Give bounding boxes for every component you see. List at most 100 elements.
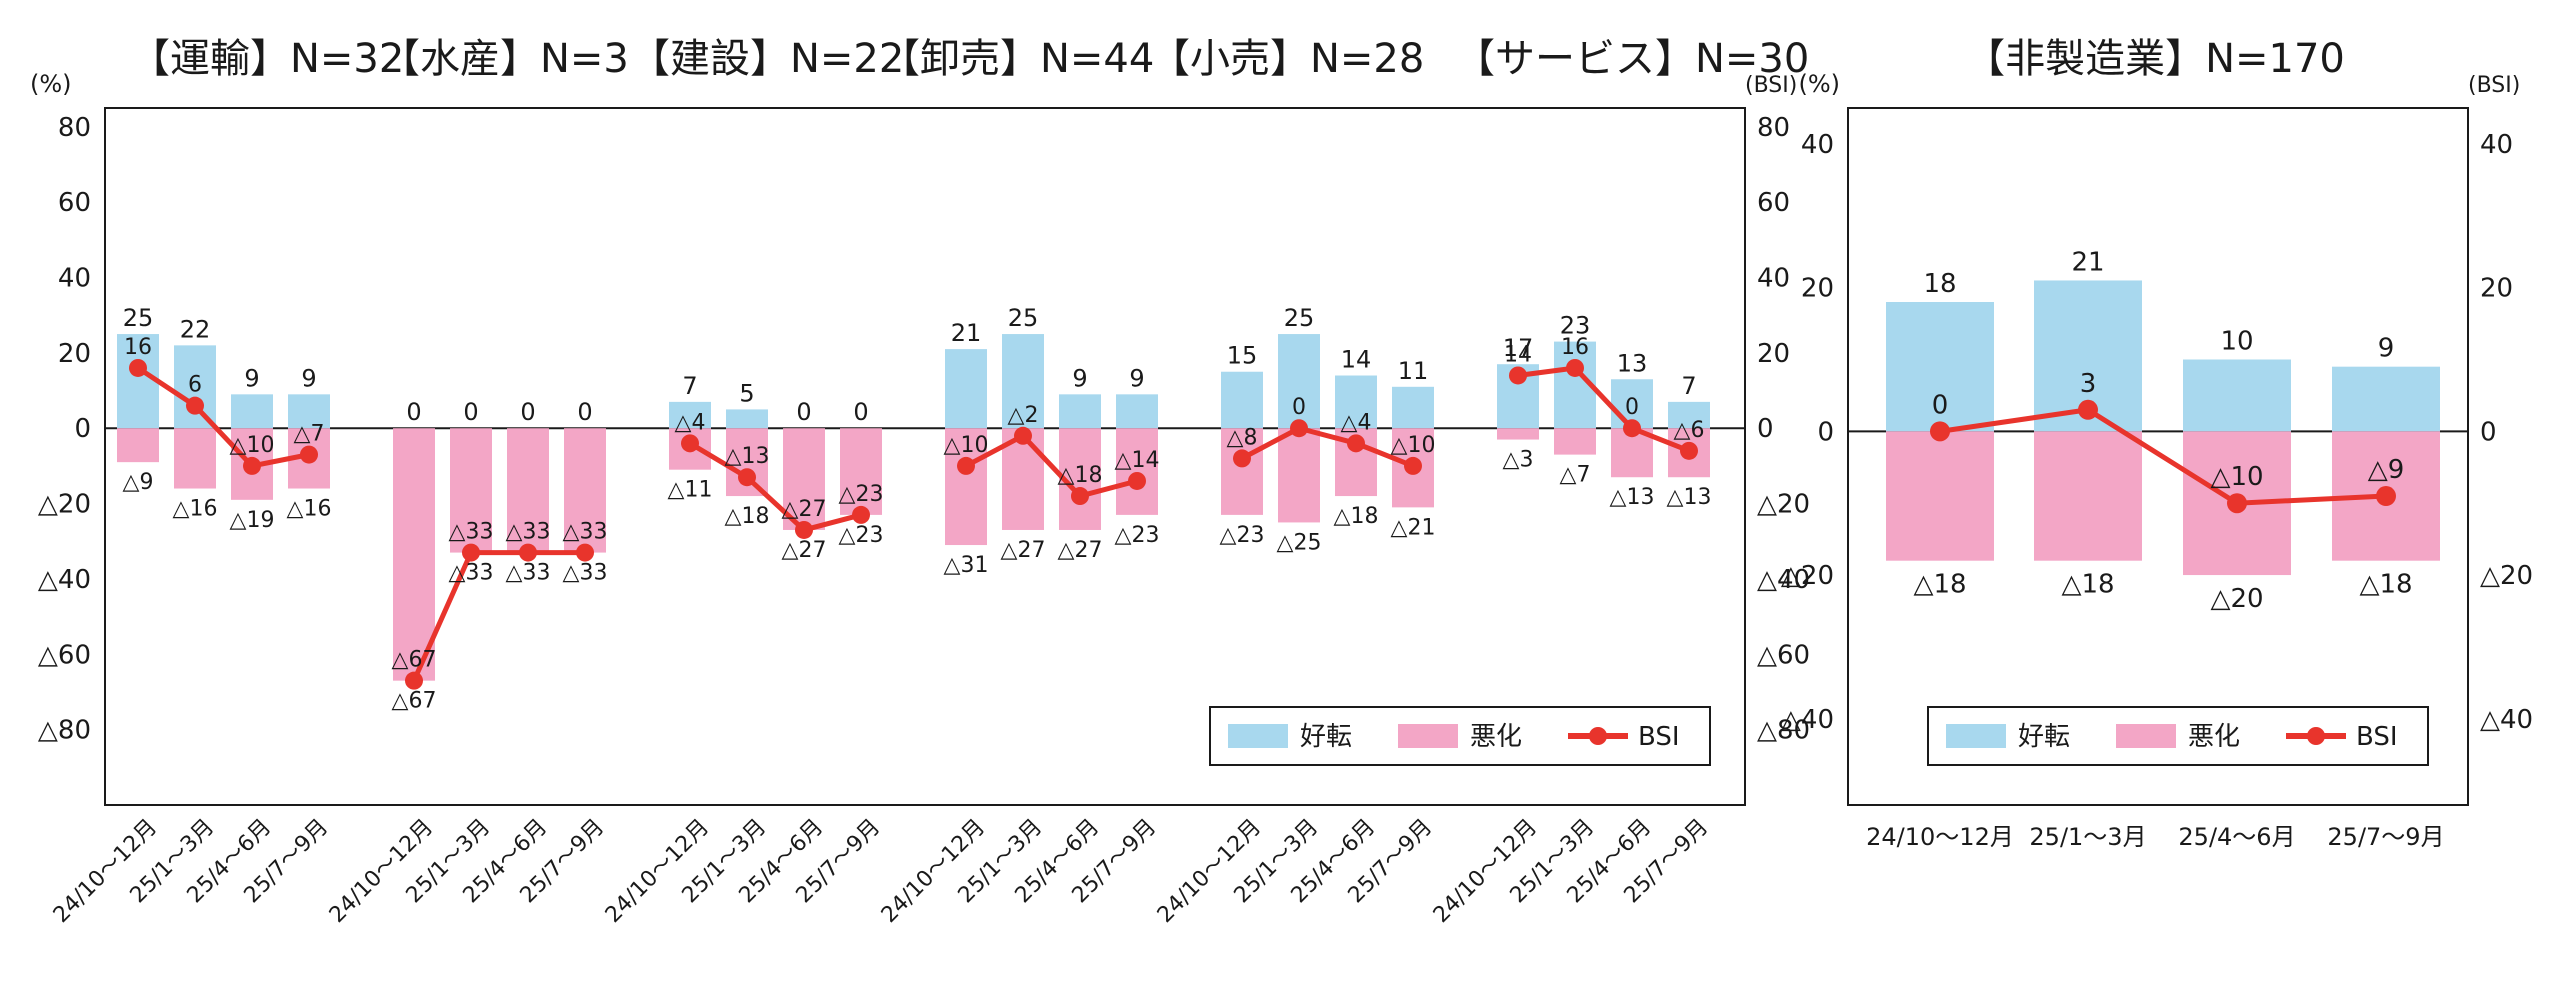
right-good-bar bbox=[2332, 366, 2440, 432]
right-category-label: 25/1～3月 bbox=[2029, 823, 2146, 851]
group-header: 【小売】N=28 bbox=[1150, 36, 1424, 82]
left-y-tick-label: 80 bbox=[58, 113, 91, 143]
bsi-marker bbox=[1404, 456, 1422, 475]
bad-value-label: △13 bbox=[1610, 485, 1655, 510]
left-legend-bsi-label: BSI bbox=[1638, 722, 1680, 752]
left-y2-tick-label: △40 bbox=[1757, 565, 1810, 595]
left-y2-tick-label: 60 bbox=[1757, 188, 1790, 218]
bsi-marker bbox=[1347, 434, 1365, 453]
bsi-value-label: △33 bbox=[449, 520, 494, 545]
group-header: 【建設】N=22 bbox=[630, 36, 904, 82]
bad-value-label: △33 bbox=[563, 561, 608, 586]
right-bad-value-label: △18 bbox=[2061, 570, 2114, 600]
good-value-label: 25 bbox=[1284, 304, 1315, 332]
left-y2-tick-label: △20 bbox=[1757, 490, 1810, 520]
right-legend-bad-swatch bbox=[2116, 724, 2176, 748]
bad-value-label: △3 bbox=[1503, 448, 1534, 473]
bsi-value-label: 6 bbox=[188, 373, 202, 398]
bsi-value-label: △18 bbox=[1058, 463, 1103, 488]
left-y2-tick-label: 80 bbox=[1757, 113, 1790, 143]
bsi-value-label: △67 bbox=[392, 648, 437, 673]
bad-value-label: △27 bbox=[1001, 538, 1046, 563]
good-value-label: 21 bbox=[951, 319, 982, 347]
good-bar bbox=[1002, 334, 1044, 429]
bsi-value-label: △27 bbox=[782, 497, 827, 522]
good-value-label: 0 bbox=[520, 398, 535, 426]
right-legend-good-label: 好転 bbox=[2018, 722, 2070, 752]
bsi-value-label: 0 bbox=[1625, 395, 1639, 420]
good-bar bbox=[1221, 371, 1263, 429]
good-value-label: 0 bbox=[577, 398, 592, 426]
right-category-label: 24/10～12月 bbox=[1866, 823, 2014, 851]
bsi-marker bbox=[738, 468, 756, 487]
good-bar bbox=[1335, 375, 1377, 429]
right-legend-bsi-label: BSI bbox=[2356, 722, 2398, 752]
bsi-marker bbox=[243, 456, 261, 475]
left-y2-tick-label: 0 bbox=[1757, 414, 1774, 444]
good-value-label: 9 bbox=[244, 364, 259, 392]
good-value-label: 5 bbox=[739, 379, 754, 407]
bsi-value-label: △7 bbox=[294, 422, 325, 447]
good-value-label: 7 bbox=[1681, 372, 1696, 400]
bad-value-label: △33 bbox=[449, 561, 494, 586]
group-header: 【卸売】N=44 bbox=[880, 36, 1154, 82]
right-good-value-label: 10 bbox=[2220, 326, 2253, 356]
bad-bar bbox=[564, 428, 606, 553]
group-header: 【運輸】N=32 bbox=[130, 36, 404, 82]
right-good-value-label: 9 bbox=[2378, 334, 2395, 364]
bsi-line bbox=[136, 365, 310, 469]
bad-bar bbox=[117, 428, 159, 463]
right-category-label: 25/7～9月 bbox=[2327, 823, 2444, 851]
bsi-value-label: △23 bbox=[839, 482, 884, 507]
good-value-label: 9 bbox=[1072, 364, 1087, 392]
good-value-label: 9 bbox=[301, 364, 316, 392]
right-y2-unit-label: (BSI) bbox=[2468, 73, 2520, 98]
left-y-tick-label: 40 bbox=[58, 264, 91, 294]
good-bar bbox=[1278, 334, 1320, 429]
left-y-tick-label: △20 bbox=[38, 490, 91, 520]
bsi-line bbox=[1240, 425, 1414, 469]
bad-value-label: △21 bbox=[1391, 515, 1436, 540]
right-y-tick-label: △20 bbox=[1781, 561, 1834, 591]
right-good-bar bbox=[1886, 302, 1994, 432]
right-y2-tick-label: △20 bbox=[2480, 561, 2533, 591]
right-bad-bar bbox=[1886, 431, 1994, 561]
bad-value-label: △11 bbox=[668, 478, 713, 503]
bsi-marker bbox=[1680, 441, 1698, 460]
bsi-marker bbox=[576, 543, 594, 562]
right-legend-bsi-marker-swatch bbox=[2307, 727, 2325, 745]
right-bad-value-label: △20 bbox=[2210, 584, 2263, 614]
right-y2-tick-label: 0 bbox=[2480, 417, 2497, 447]
good-value-label: 0 bbox=[463, 398, 478, 426]
right-bad-value-label: △18 bbox=[2359, 570, 2412, 600]
left-y2-tick-label: △80 bbox=[1757, 716, 1810, 746]
bad-value-label: △23 bbox=[1220, 523, 1265, 548]
bsi-value-label: △13 bbox=[725, 444, 770, 469]
good-value-label: 0 bbox=[796, 398, 811, 426]
right-legend-bad-label: 悪化 bbox=[2188, 722, 2240, 752]
bsi-value-label: △33 bbox=[563, 520, 608, 545]
bad-value-label: △67 bbox=[392, 689, 437, 714]
right-bsi-marker bbox=[1930, 421, 1950, 442]
good-bar bbox=[1668, 401, 1710, 429]
bsi-marker bbox=[1623, 419, 1641, 438]
left-legend-good-label: 好転 bbox=[1300, 722, 1352, 752]
left-y-tick-label: △40 bbox=[38, 565, 91, 595]
right-bsi-value-label: 3 bbox=[2080, 369, 2097, 399]
left-legend-bad-swatch bbox=[1398, 724, 1458, 748]
right-y-tick-label: △40 bbox=[1781, 705, 1834, 735]
bsi-value-label: △6 bbox=[1674, 418, 1705, 443]
bad-value-label: △19 bbox=[230, 508, 275, 533]
good-bar bbox=[117, 334, 159, 429]
left-legend-good-swatch bbox=[1228, 724, 1288, 748]
bsi-marker bbox=[1509, 366, 1527, 385]
right-good-value-label: 18 bbox=[1923, 269, 1956, 299]
bsi-value-label: △4 bbox=[1341, 410, 1372, 435]
bsi-value-label: 16 bbox=[1561, 335, 1589, 360]
right-bsi-marker bbox=[2376, 486, 2396, 507]
good-value-label: 14 bbox=[1341, 345, 1372, 373]
bsi-marker bbox=[405, 671, 423, 690]
bsi-value-label: △10 bbox=[230, 433, 275, 458]
left-y-tick-label: △60 bbox=[38, 640, 91, 670]
bsi-marker bbox=[852, 505, 870, 524]
